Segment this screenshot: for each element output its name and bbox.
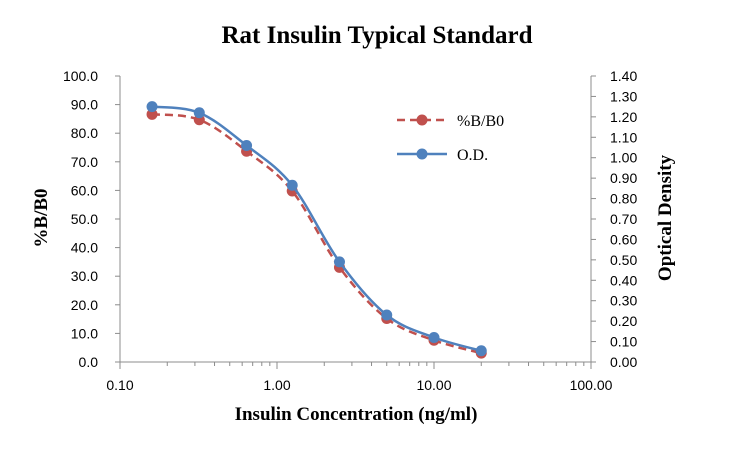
y-left-tick-label: 90.0 <box>71 97 98 113</box>
series-od-point <box>428 331 440 343</box>
y-right-tick-label: 0.90 <box>610 170 637 186</box>
y-axis-left: 0.0 10.0 20.0 30.0 40.0 50.0 60.0 70.0 80.0 90.0 1… <box>63 68 120 370</box>
y-right-tick-label: 0.10 <box>610 334 637 350</box>
x-tick-label: 0.10 <box>106 377 133 393</box>
series-b-b0 <box>146 108 487 359</box>
series-od-point <box>381 309 393 321</box>
y-right-tick-label: 0.40 <box>610 272 637 288</box>
y-left-tick-label: 100.0 <box>63 68 98 84</box>
y-right-tick-label: 0.00 <box>610 354 637 370</box>
y-left-tick-label: 30.0 <box>71 268 98 284</box>
y-right-tick-label: 0.70 <box>610 211 637 227</box>
y-right-tick-label: 0.30 <box>610 293 637 309</box>
y-axis-right-title: Optical Density <box>655 154 676 281</box>
series-od-point <box>475 345 487 357</box>
y-axis-right: 0.00 0.10 0.20 0.30 0.40 0.50 0.60 0.70 0.80 0.90… <box>591 68 637 370</box>
y-axis-left-title: %B/B0 <box>31 188 52 247</box>
legend-label: O.D. <box>457 147 488 164</box>
y-left-tick-label: 70.0 <box>71 154 98 170</box>
y-right-tick-label: 0.80 <box>610 191 637 207</box>
legend-label: %B/B0 <box>457 113 504 130</box>
series-layer <box>146 101 487 359</box>
y-left-tick-label: 10.0 <box>71 325 98 341</box>
y-right-tick-label: 1.20 <box>610 109 637 125</box>
y-left-tick-label: 60.0 <box>71 182 98 198</box>
series-od-point <box>333 256 345 268</box>
y-right-tick-label: 1.30 <box>610 88 637 104</box>
y-right-tick-label: 1.10 <box>610 129 637 145</box>
series-b-b0-point <box>146 108 158 120</box>
y-right-tick-label: 1.40 <box>610 68 637 84</box>
y-left-tick-label: 0.0 <box>79 354 99 370</box>
series-od-point <box>241 139 253 151</box>
x-tick-label: 1.00 <box>263 377 290 393</box>
x-tick-label: 10.00 <box>416 377 451 393</box>
x-tick-label: 100.00 <box>570 377 613 393</box>
series-od-point <box>193 107 205 119</box>
legend: %B/B0 O.D. <box>397 113 504 164</box>
y-right-tick-label: 0.60 <box>610 231 637 247</box>
legend-marker <box>416 114 428 126</box>
series-od-line <box>151 105 482 353</box>
y-right-tick-label: 0.50 <box>610 252 637 268</box>
series-od-point <box>286 179 298 191</box>
x-axis: 0.10 1.00 10.00 100.00 <box>106 362 613 393</box>
y-right-tick-label: 0.20 <box>610 313 637 329</box>
legend-marker <box>416 148 428 160</box>
y-right-tick-label: 1.00 <box>610 150 637 166</box>
series-od-point <box>146 101 158 113</box>
y-left-tick-label: 80.0 <box>71 125 98 141</box>
series-od <box>146 101 487 357</box>
y-left-tick-label: 40.0 <box>71 240 98 256</box>
y-left-tick-label: 20.0 <box>71 297 98 313</box>
chart-title: Rat Insulin Typical Standard <box>222 22 533 49</box>
series-b-b0-line <box>151 113 482 355</box>
y-left-tick-label: 50.0 <box>71 211 98 227</box>
legend-item-b-b0: %B/B0 <box>397 113 504 130</box>
x-axis-title: Insulin Concentration (ng/ml) <box>235 404 478 425</box>
legend-item-od: O.D. <box>397 147 488 164</box>
plot-area <box>119 76 592 363</box>
